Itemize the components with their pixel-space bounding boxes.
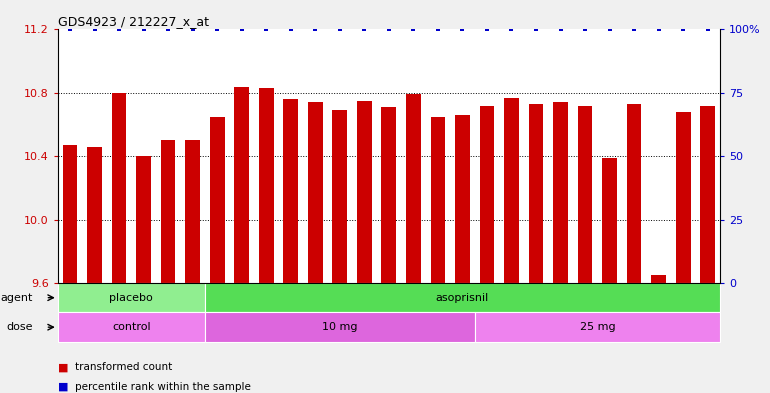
- Bar: [357, 101, 372, 283]
- Bar: [602, 158, 617, 283]
- Bar: [701, 106, 715, 283]
- Text: placebo: placebo: [109, 293, 153, 303]
- Bar: [333, 110, 347, 283]
- Bar: [58, 283, 205, 312]
- Bar: [651, 275, 666, 283]
- Bar: [136, 156, 151, 283]
- Bar: [87, 147, 102, 283]
- Bar: [504, 97, 519, 283]
- Bar: [259, 88, 273, 283]
- Bar: [234, 86, 249, 283]
- Bar: [480, 106, 494, 283]
- Bar: [627, 104, 641, 283]
- Bar: [578, 106, 592, 283]
- Text: ■: ■: [58, 362, 69, 373]
- Bar: [161, 140, 176, 283]
- Bar: [62, 145, 77, 283]
- Bar: [308, 102, 323, 283]
- Bar: [58, 312, 205, 342]
- Bar: [112, 93, 126, 283]
- Text: agent: agent: [1, 293, 33, 303]
- Bar: [381, 107, 397, 283]
- Bar: [186, 140, 200, 283]
- Text: dose: dose: [7, 322, 33, 332]
- Bar: [529, 104, 544, 283]
- Bar: [553, 102, 568, 283]
- Text: asoprisnil: asoprisnil: [436, 293, 489, 303]
- Text: control: control: [112, 322, 151, 332]
- Text: GDS4923 / 212227_x_at: GDS4923 / 212227_x_at: [58, 15, 209, 28]
- Bar: [406, 94, 420, 283]
- Text: ■: ■: [58, 382, 69, 392]
- Text: 25 mg: 25 mg: [580, 322, 615, 332]
- Bar: [430, 117, 445, 283]
- Bar: [283, 99, 298, 283]
- Bar: [209, 117, 225, 283]
- Bar: [455, 115, 470, 283]
- Bar: [205, 283, 720, 312]
- Bar: [205, 312, 474, 342]
- Text: percentile rank within the sample: percentile rank within the sample: [75, 382, 250, 392]
- Text: 10 mg: 10 mg: [322, 322, 357, 332]
- Text: transformed count: transformed count: [75, 362, 172, 373]
- Bar: [676, 112, 691, 283]
- Bar: [474, 312, 720, 342]
